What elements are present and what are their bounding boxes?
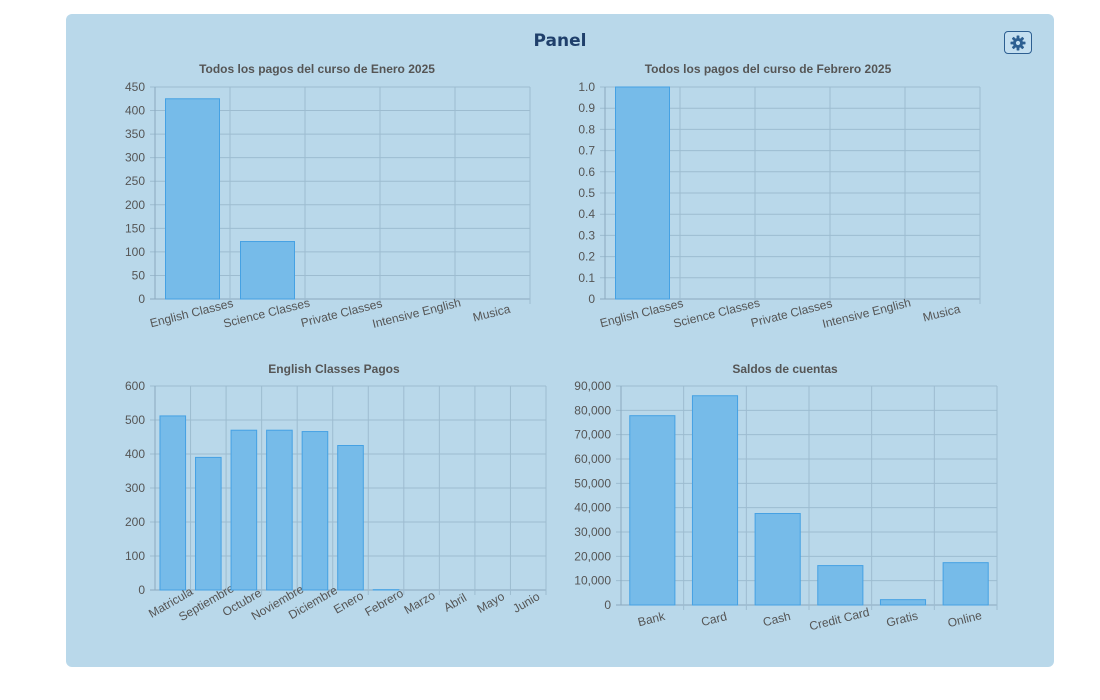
x-tick-label: Science Classes — [222, 296, 311, 331]
y-tick-label: 150 — [125, 221, 145, 235]
x-tick-label: Musica — [471, 302, 512, 325]
y-tick-label: 1.0 — [578, 80, 595, 94]
y-tick-label: 0.6 — [578, 165, 595, 179]
x-tick-label: Private Classes — [299, 296, 383, 330]
x-tick-label: Science Classes — [672, 296, 761, 331]
x-tick-label: Intensive English — [371, 295, 462, 331]
bar-english-classes — [165, 98, 220, 300]
y-tick-label: 80,000 — [574, 403, 611, 417]
bar-noviembre — [266, 429, 293, 591]
bar-gratis — [879, 599, 927, 606]
chart-4: Saldos de cuentas 0 10,000 20,000 30,000 40,0… — [574, 362, 998, 633]
y-tick-label: 100 — [125, 549, 145, 563]
x-tick-label: Gratis — [885, 608, 919, 629]
x-tick-label: Marzo — [402, 588, 438, 617]
y-tick-label: 300 — [125, 481, 145, 495]
y-tick-label: 250 — [125, 174, 145, 188]
y-tick-label: 0.5 — [578, 186, 595, 200]
y-tick-label: 350 — [125, 127, 145, 141]
x-tick-label: English Classes — [148, 296, 234, 330]
y-tick-label: 0.3 — [578, 228, 595, 242]
chart-title: English Classes Pagos — [268, 362, 400, 376]
bar-card — [691, 395, 739, 606]
y-tick-label: 300 — [125, 151, 145, 165]
y-tick-label: 0.9 — [578, 101, 595, 115]
y-tick-label: 0 — [588, 292, 595, 306]
bar-diciembre — [301, 431, 329, 591]
y-tick-label: 200 — [125, 198, 145, 212]
y-tick-label: 400 — [125, 104, 145, 118]
bar-septiembre — [195, 456, 222, 591]
x-tick-label: Musica — [921, 302, 962, 325]
y-tick-label: 70,000 — [574, 428, 611, 442]
y-tick-label: 0.8 — [578, 122, 595, 136]
x-tick-label: Cash — [761, 609, 792, 629]
y-tick-label: 10,000 — [574, 574, 611, 588]
bar-enero — [337, 445, 364, 591]
y-tick-label: 60,000 — [574, 452, 611, 466]
y-tick-label: 0.4 — [578, 207, 595, 221]
y-tick-label: 200 — [125, 515, 145, 529]
y-tick-label: 0.1 — [578, 271, 595, 285]
y-tick-label: 40,000 — [574, 501, 611, 515]
x-tick-label: Intensive English — [821, 295, 912, 331]
y-tick-label: 450 — [125, 80, 145, 94]
chart-1: Todos los pagos del curso de Enero 2025 0… — [125, 62, 531, 331]
x-tick-label: Junio — [510, 589, 542, 616]
x-tick-label: Bank — [636, 609, 667, 629]
x-tick-label: Card — [700, 609, 729, 629]
x-tick-label: Credit Card — [808, 605, 871, 633]
y-tick-label: 30,000 — [574, 525, 611, 539]
x-tick-label: Online — [946, 608, 983, 630]
gear-icon — [1010, 35, 1026, 50]
bar-cash — [754, 513, 801, 606]
y-tick-label: 50,000 — [574, 476, 611, 490]
y-tick-label: 0.7 — [578, 144, 595, 158]
y-tick-label: 20,000 — [574, 549, 611, 563]
bar-matricula — [159, 415, 187, 591]
y-tick-label: 50 — [132, 268, 146, 282]
y-tick-label: 0 — [138, 292, 145, 306]
chart-title: Saldos de cuentas — [732, 362, 838, 376]
chart-title: Todos los pagos del curso de Enero 2025 — [199, 62, 435, 76]
chart-title: Todos los pagos del curso de Febrero 202… — [645, 62, 892, 76]
settings-button[interactable] — [1004, 31, 1032, 54]
x-tick-label: Abril — [441, 590, 469, 614]
y-tick-label: 0 — [604, 598, 611, 612]
y-tick-label: 90,000 — [574, 379, 611, 393]
chart-3: English Classes Pagos 0 100 200 300 400 500 600… — [125, 362, 547, 624]
bar-english-classes — [615, 86, 670, 300]
y-tick-label: 0.2 — [578, 250, 595, 264]
x-tick-label: Febrero — [362, 586, 406, 619]
y-tick-label: 600 — [125, 379, 145, 393]
y-tick-label: 0 — [138, 583, 145, 597]
x-tick-label: Private Classes — [749, 296, 833, 330]
x-tick-label: English Classes — [598, 296, 684, 330]
x-tick-label: Mayo — [474, 589, 507, 616]
page-title: Panel — [533, 31, 587, 51]
y-tick-label: 500 — [125, 413, 145, 427]
y-tick-label: 100 — [125, 245, 145, 259]
chart-2: Todos los pagos del curso de Febrero 202… — [578, 62, 981, 331]
bar-science-classes — [240, 241, 295, 300]
bar-octubre — [230, 429, 258, 591]
bar-online — [942, 562, 989, 606]
bar-bank — [629, 415, 676, 606]
y-tick-label: 400 — [125, 447, 145, 461]
bar-credit-card — [817, 565, 864, 606]
